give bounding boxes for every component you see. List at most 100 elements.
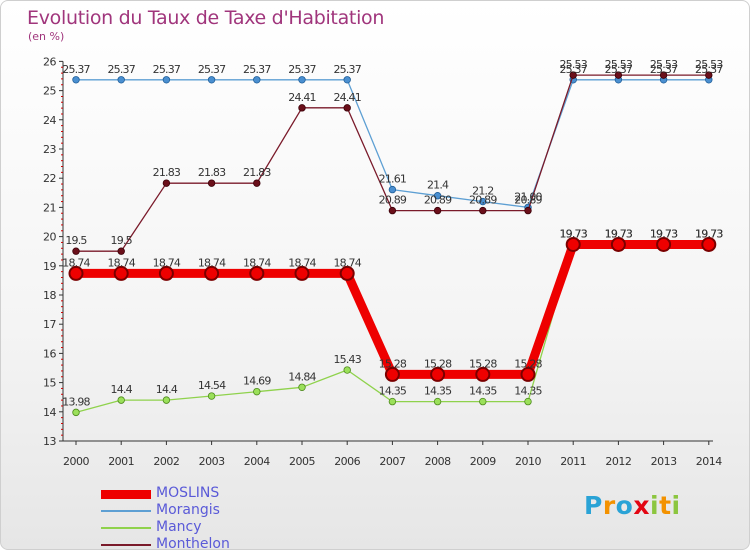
data-point-monthelon [659,71,668,79]
data-point-mancy [72,408,80,417]
data-label-morangis: 21.61 [379,173,407,186]
data-point-mancy [433,397,442,406]
data-label-monthelon: 25.53 [605,58,633,71]
data-point-morangis [207,76,216,84]
legend-swatch-morangis [101,510,151,512]
x-tick-label: 2003 [199,455,225,468]
x-tick-label: 2005 [289,455,315,468]
data-label-mancy: 14.54 [198,379,226,392]
data-label-mancy: 19.73 [605,227,633,240]
data-label-moslins: 19.73 [695,227,723,240]
data-point-monthelon [253,179,261,187]
data-label-morangis: 25.37 [605,63,633,76]
logo-letter: t [659,491,672,520]
data-label-monthelon: 21.83 [198,166,226,179]
data-point-monthelon [162,179,171,187]
data-label-monthelon: 20.89 [424,194,452,207]
data-label-morangis: 25.37 [198,63,226,76]
data-label-morangis: 21.4 [427,179,449,192]
data-point-mancy [524,397,532,406]
data-point-moslins [68,265,84,281]
data-label-moslins: 19.73 [605,227,633,240]
data-point-moslins [204,265,220,281]
y-tick-label: 20 [43,231,56,244]
data-label-monthelon: 20.89 [469,194,497,207]
data-point-moslins [610,236,626,252]
data-label-mancy: 19.73 [650,227,678,240]
data-label-monthelon: 21.83 [153,166,181,179]
data-point-moslins [656,236,672,252]
x-tick-label: 2006 [334,455,360,468]
data-label-morangis: 25.37 [62,63,90,76]
x-tick-label: 2012 [605,455,631,468]
data-label-mancy: 19.73 [559,227,587,240]
x-tick-label: 2010 [515,455,541,468]
data-point-monthelon [479,206,487,215]
data-point-mancy [343,366,351,374]
data-point-moslins [384,366,400,382]
y-tick-label: 18 [43,289,56,302]
data-point-moslins [113,265,129,281]
data-point-mancy [207,392,216,400]
data-label-monthelon: 25.53 [559,58,587,71]
data-point-moslins [701,236,717,252]
data-point-monthelon [524,206,532,215]
y-tick-label: 26 [43,55,56,68]
x-tick-label: 2011 [560,455,586,468]
x-tick-label: 2013 [651,455,677,468]
y-tick-label: 25 [43,85,56,98]
data-point-monthelon [207,179,216,187]
x-tick-label: 2014 [696,455,722,468]
x-tick-label: 2000 [63,455,89,468]
data-point-morangis [117,76,125,84]
logo-letter: r [602,491,616,520]
data-label-mancy: 13.98 [62,395,90,408]
data-label-morangis: 25.37 [559,63,587,76]
y-tick-label: 17 [43,318,56,331]
data-label-moslins: 19.73 [650,227,678,240]
legend-label-morangis: Morangis [156,502,220,518]
data-label-monthelon: 25.53 [650,58,678,71]
data-point-mancy [298,383,306,391]
x-tick-label: 2009 [470,455,496,468]
data-point-morangis [388,185,397,194]
data-point-morangis [433,192,442,200]
data-label-morangis: 25.37 [153,63,181,76]
data-label-moslins: 19.73 [559,227,587,240]
data-label-moslins: 15.28 [424,357,452,370]
data-label-moslins: 15.28 [379,357,407,370]
chart-title: Evolution du Taux de Taxe d'Habitation [27,7,385,29]
y-tick-label: 14 [43,406,56,419]
data-point-mancy [253,387,261,396]
data-point-monthelon [388,206,397,215]
x-tick-label: 2001 [108,455,134,468]
data-label-morangis: 25.37 [650,63,678,76]
legend-swatch-monthelon [101,544,151,546]
data-label-moslins: 18.74 [153,256,181,269]
legend-label-mancy: Mancy [156,519,202,535]
data-point-morangis [343,76,351,84]
legend-label-moslins: MOSLINS [156,485,220,501]
logo-letter: i [650,491,660,520]
data-point-monthelon [614,71,623,79]
y-tick-label: 21 [43,201,56,214]
data-label-moslins: 18.74 [288,256,316,269]
data-label-mancy: 14.35 [514,385,542,398]
data-point-moslins [430,366,446,382]
data-label-morangis: 25.37 [333,63,361,76]
x-tick-label: 2007 [379,455,405,468]
data-point-monthelon [298,104,306,112]
data-point-mancy [479,397,487,406]
data-point-moslins [249,265,265,281]
data-label-mancy: 14.4 [156,383,178,396]
y-tick-label: 15 [43,377,56,390]
data-label-monthelon: 21.83 [243,166,271,179]
data-point-mancy [162,396,171,404]
data-label-monthelon: 24.41 [333,91,361,104]
data-point-moslins [294,265,310,281]
data-point-morangis [479,197,487,206]
data-point-moslins [565,236,581,252]
data-label-moslins: 18.74 [243,256,271,269]
